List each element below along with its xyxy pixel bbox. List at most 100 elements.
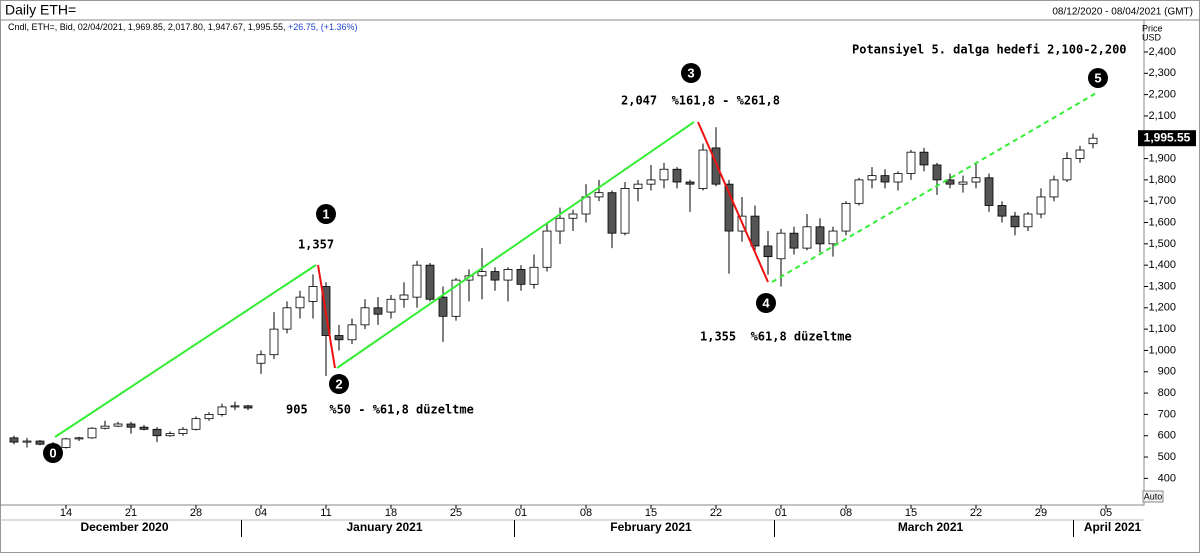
annotation: 1,357 <box>298 238 334 252</box>
candle-body <box>230 405 240 408</box>
candle-body <box>659 168 669 181</box>
candle-body <box>698 149 708 189</box>
wave-marker <box>681 63 701 83</box>
candle-body <box>893 173 903 183</box>
candle-body <box>503 269 513 281</box>
candle-body <box>542 230 552 268</box>
y-tick-label: 2,400 <box>1148 46 1176 58</box>
candle-body <box>932 164 942 181</box>
subtitle: Cndl, ETH=, Bid, 02/04/2021, 1,969.85, 2… <box>8 22 358 32</box>
y-tick-label: 1,200 <box>1148 302 1176 314</box>
candle-body <box>789 232 799 249</box>
y-tick-label: 1,800 <box>1148 174 1176 186</box>
chart-title: Daily ETH= <box>5 2 76 18</box>
candle-body <box>399 294 409 300</box>
candle-body <box>243 405 253 409</box>
candle-body <box>620 188 630 234</box>
subtitle-change: +26.75, (+1.36%) <box>288 22 358 32</box>
wave-marker <box>756 293 776 313</box>
candle-body <box>672 168 682 183</box>
candle-body <box>1036 196 1046 215</box>
candle-body <box>1023 213 1033 228</box>
scale-mode-box <box>1142 490 1164 503</box>
month-label: December 2020 <box>80 520 168 534</box>
y-tick-label: 1,900 <box>1148 152 1176 164</box>
y-tick-label: 700 <box>1158 408 1176 420</box>
candle-body <box>906 151 916 174</box>
y-tick-label: 2,200 <box>1148 89 1176 101</box>
x-tick-label: 29 <box>1035 507 1047 519</box>
candle-body <box>776 232 786 260</box>
subtitle-prefix: Cndl, ETH=, Bid, 02/04/2021, 1,969.85, 2… <box>8 22 285 32</box>
candle-body <box>802 226 812 249</box>
candle-body <box>945 179 955 185</box>
trend-line <box>317 264 336 369</box>
date-range: 08/12/2020 - 08/04/2021 (GMT) <box>1052 7 1193 18</box>
candle-body <box>191 418 201 430</box>
candle-body <box>113 423 123 427</box>
wave-label: 5 <box>1094 70 1101 85</box>
candle-body <box>607 192 617 234</box>
x-tick-label: 01 <box>775 507 787 519</box>
x-tick-label: 15 <box>645 507 657 519</box>
candle-body <box>22 440 32 443</box>
x-tick-label: 18 <box>385 507 397 519</box>
candle-body <box>490 271 500 281</box>
candle-body <box>425 264 435 300</box>
y-tick-label: 1,400 <box>1148 259 1176 271</box>
wave-label: 3 <box>687 65 694 80</box>
candle-body <box>217 406 227 415</box>
last-price-label: 1,995.55 <box>1144 130 1191 144</box>
candle-body <box>477 271 487 277</box>
candle-body <box>373 307 383 315</box>
candle-body <box>35 440 45 445</box>
y-tick-label: 500 <box>1158 451 1176 463</box>
candle-body <box>958 181 968 185</box>
candle-body <box>126 423 136 428</box>
candle-body <box>919 151 929 166</box>
trend-line <box>697 121 769 283</box>
y-tick-label: 800 <box>1158 387 1176 399</box>
candle-body <box>165 433 175 437</box>
candle-body <box>516 269 526 285</box>
y-tick-label: 1,300 <box>1148 280 1176 292</box>
wave-label: 2 <box>335 376 342 391</box>
candle-body <box>308 286 318 302</box>
candle-body <box>61 438 71 448</box>
month-label: January 2021 <box>346 520 422 534</box>
candle-body <box>828 230 838 245</box>
plot-area <box>0 19 1145 506</box>
annotation: 2,047 %161,8 - %261,8 <box>621 94 780 108</box>
wave-marker <box>316 204 336 224</box>
candle-body <box>555 217 565 232</box>
candle-body <box>685 181 695 185</box>
candle-body <box>711 147 721 185</box>
x-tick-label: 22 <box>710 507 722 519</box>
trend-line <box>336 121 695 369</box>
wave-label: 4 <box>762 295 770 310</box>
candle-body <box>724 183 734 232</box>
x-tick-label: 15 <box>905 507 917 519</box>
y-tick-label: 2,300 <box>1148 67 1176 79</box>
wave-marker <box>43 443 63 463</box>
candle-body <box>867 175 877 181</box>
candle-body <box>412 264 422 298</box>
x-tick-label: 11 <box>320 507 331 519</box>
x-tick-label: 04 <box>255 507 267 519</box>
candle-body <box>295 296 305 309</box>
candle-body <box>1010 215 1020 228</box>
candle-body <box>529 266 539 285</box>
y-axis-unit: USD <box>1142 32 1162 42</box>
scale-mode: Auto <box>1144 491 1163 501</box>
candle-body <box>334 335 344 341</box>
annotation: 1,355 %61,8 düzeltme <box>700 330 852 344</box>
candle-body <box>1088 137 1098 145</box>
candle-body <box>9 437 19 443</box>
x-tick-label: 05 <box>1100 507 1112 519</box>
y-tick-label: 1,500 <box>1148 238 1176 250</box>
y-tick-label: 1,700 <box>1148 195 1176 207</box>
y-tick-label: 1,600 <box>1148 216 1176 228</box>
wave-label: 0 <box>49 445 56 460</box>
